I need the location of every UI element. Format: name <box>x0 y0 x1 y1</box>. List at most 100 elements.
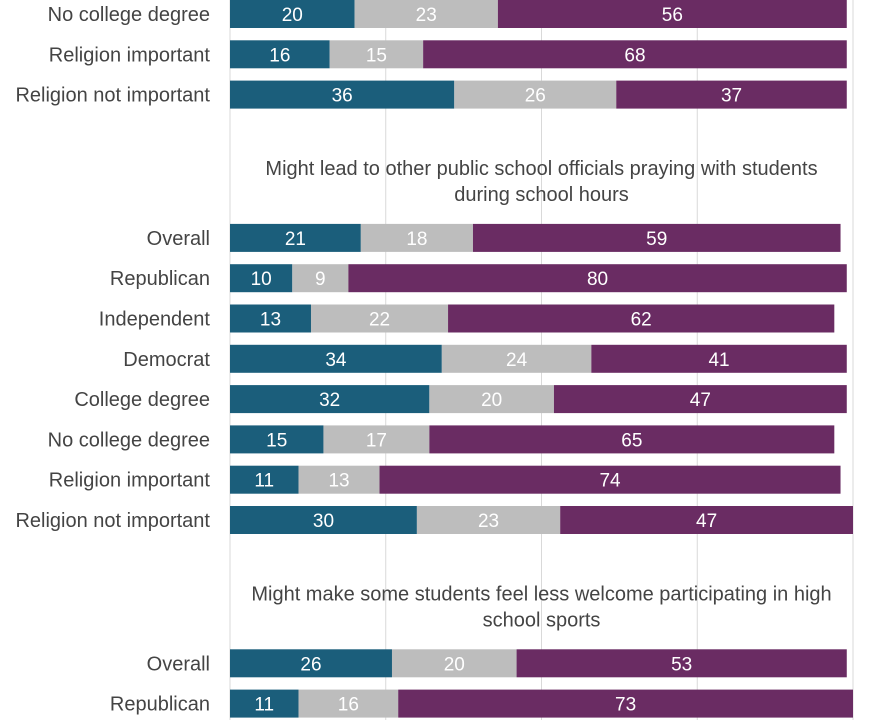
data-label: 34 <box>325 350 347 371</box>
group-title: Might make some students feel less welco… <box>251 583 831 631</box>
row-label: Democrat <box>123 349 210 371</box>
bar-segment <box>354 0 498 28</box>
group-title-line: Might make some students feel less welco… <box>251 583 831 605</box>
data-label: 13 <box>260 310 281 331</box>
bar-group: Might make some students feel less welco… <box>110 583 853 718</box>
bar-segment <box>591 344 847 373</box>
group-title-line: Might lead to other public school offici… <box>265 158 817 180</box>
row-label: No college degree <box>48 4 210 26</box>
bar-row: College degree 32 20 47 <box>74 385 847 414</box>
bar-segment <box>454 80 617 109</box>
bar-segment <box>230 465 299 494</box>
bar-segment <box>391 649 517 678</box>
data-label: 26 <box>525 86 546 107</box>
data-label: 47 <box>690 390 711 411</box>
row-label: Religion not important <box>15 510 210 532</box>
group-title-line: school sports <box>483 609 601 631</box>
data-label: 26 <box>300 654 321 675</box>
data-label: 80 <box>587 269 608 290</box>
data-label: 65 <box>621 430 642 451</box>
data-label: 53 <box>671 654 692 675</box>
data-label: 23 <box>478 511 499 532</box>
row-label: Overall <box>147 653 210 675</box>
bar-row: Democrat 34 24 41 <box>123 344 847 373</box>
bar-segment <box>429 385 554 414</box>
bar-row: Religion not important 30 23 47 <box>15 506 853 534</box>
bar-segment <box>230 506 417 534</box>
bar-row: Religion important 16 15 68 <box>49 40 847 69</box>
bar-segment <box>230 425 324 454</box>
data-label: 17 <box>366 430 387 451</box>
row-label: Overall <box>147 228 210 250</box>
data-label: 16 <box>269 45 290 66</box>
data-label: 15 <box>266 430 287 451</box>
bar-segment <box>348 264 847 293</box>
bar-segment <box>298 465 380 494</box>
bar-segment <box>329 40 424 69</box>
bar-segment <box>292 264 349 293</box>
data-label: 13 <box>328 471 349 492</box>
bar-row: No college degree 15 17 65 <box>48 425 835 454</box>
bar-segment <box>298 689 399 718</box>
bar-segment <box>423 40 847 69</box>
bar-row: Religion important 11 13 74 <box>49 465 841 494</box>
data-label: 41 <box>708 350 729 371</box>
bar-segment <box>416 506 561 534</box>
group-title: Might lead to other public school offici… <box>265 158 817 206</box>
bar-segment <box>560 506 853 534</box>
data-label: 23 <box>416 5 437 26</box>
bar-segment <box>379 465 841 494</box>
data-label: 22 <box>369 310 390 331</box>
bar-segment <box>429 425 835 454</box>
data-label: 15 <box>366 45 387 66</box>
bar-segment <box>616 80 847 109</box>
bar-segment <box>360 223 473 252</box>
data-label: 16 <box>338 695 359 716</box>
bar-row: Overall 21 18 59 <box>147 223 841 252</box>
bar-segment <box>323 425 430 454</box>
bar-row: Republican 11 16 73 <box>110 689 853 718</box>
data-label: 56 <box>662 5 683 26</box>
data-label: 11 <box>254 695 274 716</box>
data-label: 9 <box>315 269 326 290</box>
bar-segment <box>497 0 847 28</box>
data-label: 20 <box>282 5 303 26</box>
bar-group: No college degree 20 23 56 Religion importan… <box>15 0 847 109</box>
bar-segment <box>448 304 835 333</box>
data-label: 47 <box>696 511 717 532</box>
data-label: 20 <box>481 390 502 411</box>
data-label: 11 <box>254 471 274 492</box>
data-label: 36 <box>332 86 353 107</box>
bar-segment <box>230 223 361 252</box>
bar-segment <box>398 689 853 718</box>
bar-segment <box>230 649 392 678</box>
bar-row: Republican 10 9 80 <box>110 264 847 293</box>
data-label: 59 <box>646 229 667 250</box>
bar-segment <box>516 649 847 678</box>
bar-segment <box>441 344 592 373</box>
data-label: 37 <box>721 86 742 107</box>
bar-row: Overall 26 20 53 <box>147 649 847 678</box>
data-label: 74 <box>599 471 621 492</box>
data-label: 30 <box>313 511 334 532</box>
bar-segment <box>230 264 293 293</box>
row-label: Republican <box>110 268 210 290</box>
row-label: Religion not important <box>15 85 210 107</box>
bar-group: Might lead to other public school offici… <box>15 158 853 534</box>
data-label: 62 <box>631 310 652 331</box>
group-title-line: during school hours <box>454 184 629 206</box>
row-label: No college degree <box>48 429 210 451</box>
bar-segment <box>230 689 299 718</box>
bar-segment <box>230 80 455 109</box>
bar-segment <box>472 223 841 252</box>
bar-row: No college degree 20 23 56 <box>48 0 847 28</box>
data-label: 18 <box>406 229 427 250</box>
data-label: 73 <box>615 695 636 716</box>
data-label: 20 <box>444 654 465 675</box>
row-label: Republican <box>110 694 210 716</box>
bar-segment <box>310 304 449 333</box>
row-label: Religion important <box>49 470 211 492</box>
bar-segment <box>230 385 430 414</box>
